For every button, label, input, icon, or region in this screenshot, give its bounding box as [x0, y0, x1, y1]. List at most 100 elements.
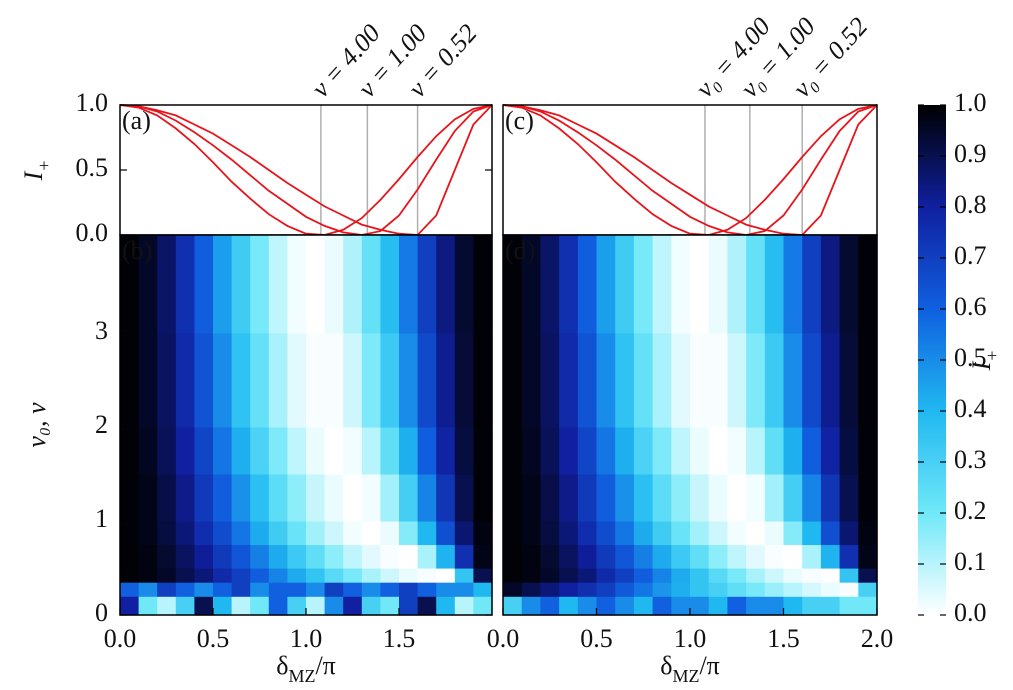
heatmap-cell	[343, 473, 363, 522]
heatmap-cell	[783, 473, 803, 522]
heatmap-cell	[138, 235, 158, 334]
heatmap-cell	[399, 567, 419, 583]
heatmap-cell	[503, 473, 523, 522]
heatmap-cell	[399, 235, 419, 334]
heatmap-cell	[671, 596, 691, 616]
heatmap-cell	[783, 235, 803, 334]
panel-label: (c)	[505, 106, 534, 135]
heatmap-cell	[213, 567, 233, 583]
heatmap-cell	[708, 582, 728, 597]
heatmap-cell	[521, 582, 541, 597]
heatmap-cell	[454, 596, 474, 616]
heatmap-cell	[436, 473, 456, 522]
heatmap-cell	[615, 426, 635, 475]
y-tick-label: 0.9	[954, 139, 987, 168]
heatmap-cell	[306, 582, 326, 597]
heatmap-cell	[633, 520, 654, 546]
y-tick-label: 0.0	[954, 598, 987, 627]
heatmap-cell	[633, 235, 654, 334]
heatmap-cell	[417, 567, 437, 583]
heatmap-cell	[540, 582, 560, 597]
panel-label: (d)	[505, 236, 535, 265]
heatmap-cell	[268, 473, 288, 522]
heatmap-cell	[436, 332, 456, 428]
heatmap-cell	[436, 235, 456, 334]
y-tick-label: 0.5	[954, 343, 987, 372]
heatmap-cell	[820, 426, 841, 475]
heatmap-cell	[783, 332, 803, 428]
heatmap-cell	[633, 567, 654, 583]
heatmap-cell	[473, 544, 493, 569]
y-tick-label: 1.0	[76, 88, 109, 117]
heatmap-cell	[802, 596, 822, 616]
heatmap-cell	[380, 520, 400, 546]
x-axis-label-part: δ	[660, 651, 672, 680]
heatmap-cell	[783, 544, 803, 569]
curve	[502, 104, 878, 236]
heatmap-cell	[473, 332, 493, 428]
heatmap-cell	[671, 426, 691, 475]
heatmap-cell	[858, 567, 878, 583]
heatmap-cell	[231, 544, 251, 569]
heatmap-cell	[503, 596, 523, 616]
heatmap-cell	[764, 520, 785, 546]
x-axis-label-part: δ	[276, 651, 288, 680]
heatmap-cell	[380, 332, 400, 428]
heatmap-cell	[287, 567, 307, 583]
heatmap-cell	[652, 332, 672, 428]
heatmap-cell	[380, 596, 400, 616]
heatmap-cell	[540, 332, 560, 428]
heatmap-cell	[287, 520, 307, 546]
heatmap-cell	[268, 544, 288, 569]
heatmap-cell	[213, 332, 233, 428]
heatmap-cell	[633, 426, 654, 475]
heatmap-cell	[783, 582, 803, 597]
heatmap-cell	[690, 596, 710, 616]
panel-frame	[119, 234, 493, 616]
heatmap-cell	[671, 582, 691, 597]
y-tick-label: 0	[95, 598, 108, 627]
heatmap-cell	[473, 596, 493, 616]
heatmap-cell	[473, 520, 493, 546]
heatmap-cell	[287, 473, 307, 522]
heatmap-cell	[138, 520, 158, 546]
heatmap-cell	[839, 473, 859, 522]
heatmap-cell	[615, 567, 635, 583]
heatmap-cell	[399, 520, 419, 546]
heatmap-cell	[194, 520, 214, 546]
heatmap-cell	[417, 544, 437, 569]
heatmap-cell	[783, 426, 803, 475]
y-tick-label: 2	[95, 410, 108, 439]
heatmap-cell	[361, 332, 381, 428]
y-tick-label: 0.0	[76, 218, 109, 247]
heatmap-cell	[727, 332, 747, 428]
heatmap-cell	[120, 426, 140, 475]
heatmap-cell	[324, 567, 344, 583]
heatmap-cell	[287, 582, 307, 597]
heatmap-cell	[268, 332, 288, 428]
panel-label: (b)	[122, 236, 152, 265]
x-tick-label: 0.0	[104, 624, 137, 653]
x-axis-label-part: MZ	[288, 666, 315, 686]
heatmap-cell	[615, 235, 635, 334]
x-axis-label-part: /π	[699, 651, 719, 680]
y-tick-label: 0.8	[954, 190, 987, 219]
heatmap-cell	[213, 473, 233, 522]
heatmap-cell	[540, 426, 560, 475]
heatmap-cell	[577, 426, 598, 475]
heatmap-cell	[343, 544, 363, 569]
heatmap-cell	[324, 332, 344, 428]
heatmap-cell	[157, 426, 177, 475]
heatmap-cell	[708, 567, 728, 583]
heatmap-cell	[361, 544, 381, 569]
heatmap-cell	[343, 426, 363, 475]
heatmap-cell	[839, 520, 859, 546]
heatmap-cell	[175, 235, 195, 334]
heatmap-cell	[213, 426, 233, 475]
heatmap-cell	[268, 596, 288, 616]
heatmap-cell	[559, 235, 579, 334]
heatmap-cell	[268, 582, 288, 597]
heatmap-cell	[250, 235, 270, 334]
heatmap-cell	[194, 582, 214, 597]
heatmap-cell	[503, 582, 523, 597]
